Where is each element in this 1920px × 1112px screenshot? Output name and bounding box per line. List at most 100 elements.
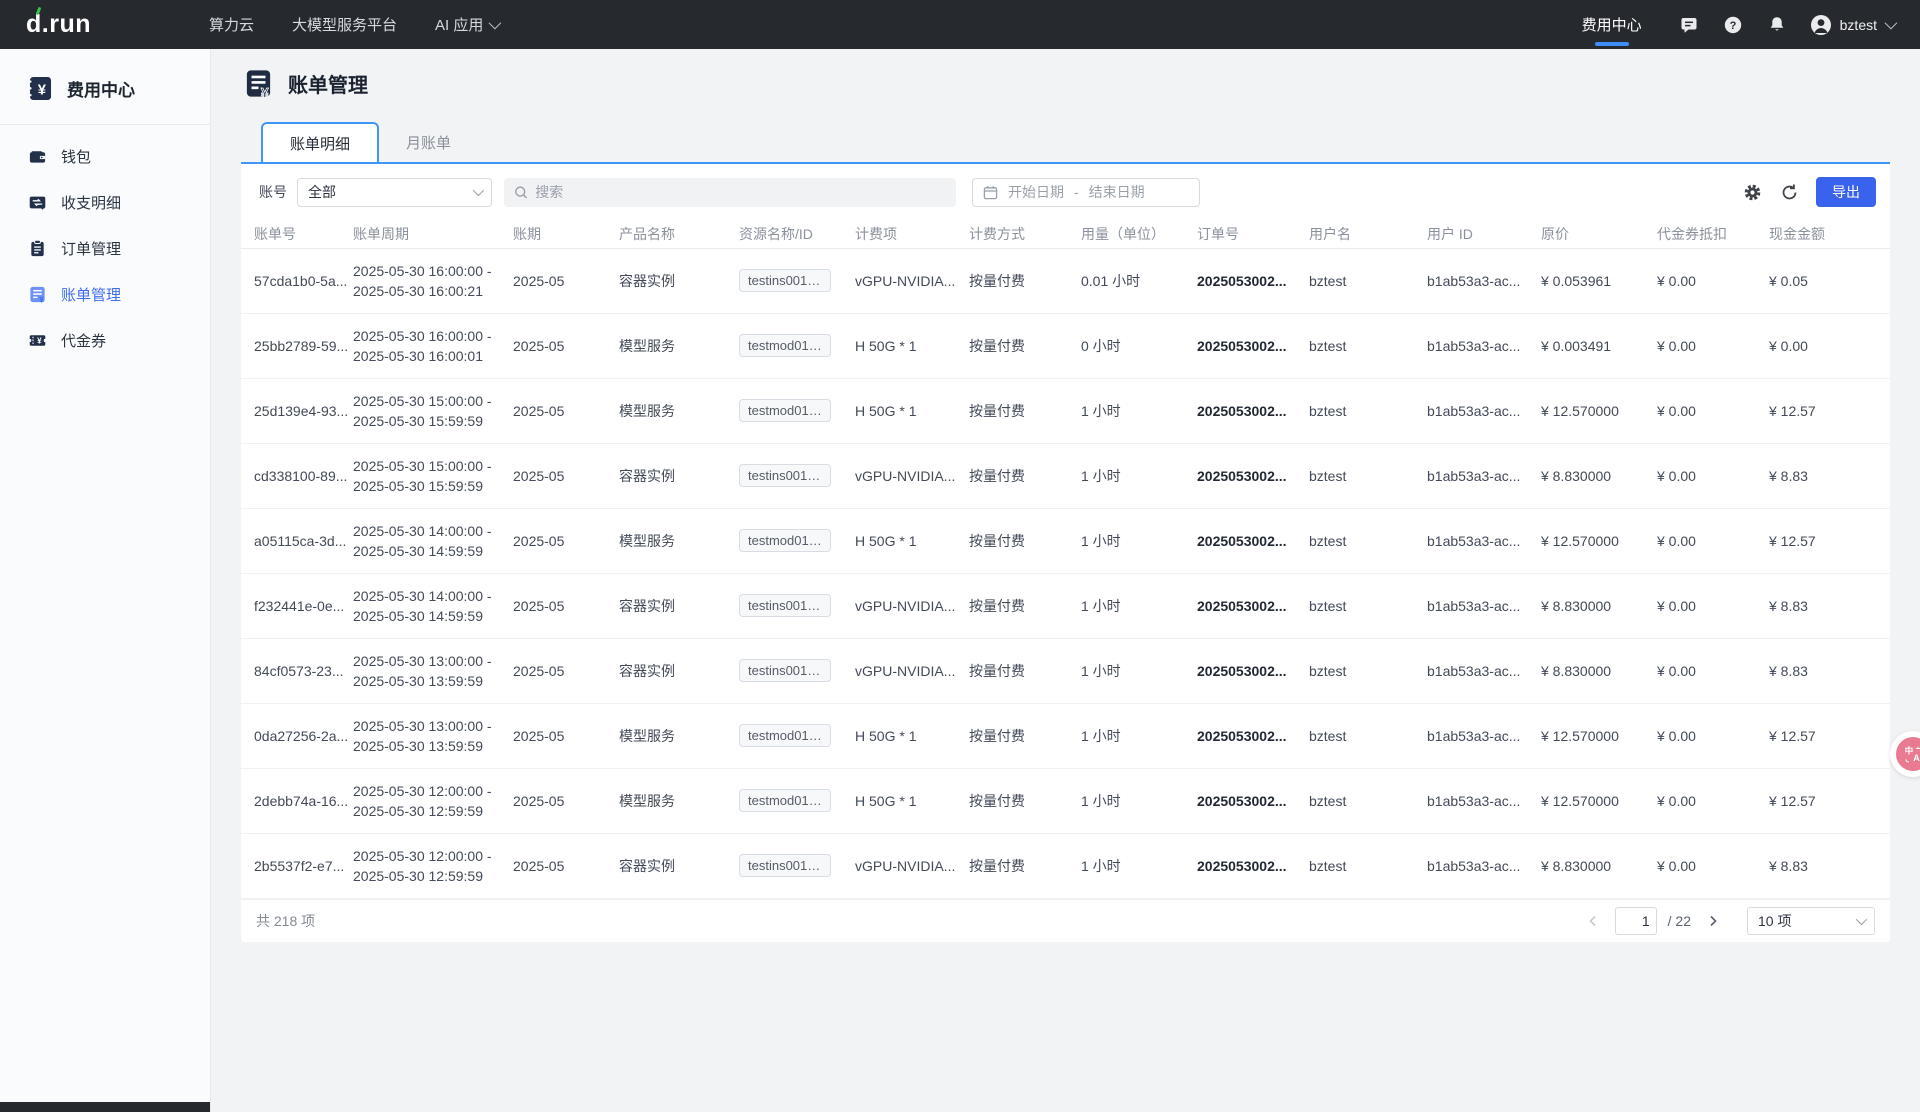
table-row: 84cf0573-23... 2025-05-30 13:00:00 - 202… — [241, 638, 1890, 703]
cell-user-id: b1ab53a3-ac... — [1427, 768, 1541, 833]
divider — [0, 124, 210, 125]
cell-user-id: b1ab53a3-ac... — [1427, 573, 1541, 638]
col-billing-item: 计费项 — [855, 220, 969, 248]
prev-page-icon[interactable] — [1582, 910, 1604, 932]
cell-bill-period: 2025-05-30 13:00:00 - 2025-05-30 13:59:5… — [353, 703, 513, 768]
cell-usage: 0.01 小时 — [1081, 248, 1197, 313]
bell-icon[interactable] — [1766, 14, 1788, 36]
translate-icon: 中A — [1896, 737, 1920, 771]
table-row: 0da27256-2a... 2025-05-30 13:00:00 - 202… — [241, 703, 1890, 768]
cell-bill-period: 2025-05-30 16:00:00 - 2025-05-30 16:00:0… — [353, 313, 513, 378]
cell-user-id: b1ab53a3-ac... — [1427, 313, 1541, 378]
cell-billing-method: 按量付费 — [969, 313, 1081, 378]
svg-text:¥: ¥ — [41, 203, 45, 211]
cell-billing-item: H 50G * 1 — [855, 508, 969, 573]
translate-button[interactable]: 中A — [1890, 731, 1920, 777]
total-count: 共 218 项 — [256, 911, 315, 931]
sidebar-title: 费用中心 — [67, 76, 135, 101]
col-user-id: 用户 ID — [1427, 220, 1541, 248]
nav-item-ai-apps[interactable]: AI 应用 — [435, 14, 498, 35]
main-content: ¥ 账单管理 账单明细 月账单 账号 全部 开始日期 — [211, 49, 1920, 1112]
cell-product: 模型服务 — [619, 768, 739, 833]
cell-bill-period: 2025-05-30 15:00:00 - 2025-05-30 15:59:5… — [353, 378, 513, 443]
chevron-down-icon — [489, 17, 502, 30]
nav-item-llm-platform[interactable]: 大模型服务平台 — [292, 14, 397, 35]
sidebar-item-orders[interactable]: 订单管理 — [0, 225, 210, 271]
resource-tag: testmod01:3... — [739, 789, 831, 812]
sidebar-item-wallet[interactable]: 钱包 — [0, 133, 210, 179]
sidebar-item-bills[interactable]: ¥ 账单管理 — [0, 271, 210, 317]
cell-resource: testins001:in... — [739, 248, 855, 313]
cell-cash-amount: ¥ 8.83 — [1769, 833, 1890, 898]
cell-billing-method: 按量付费 — [969, 768, 1081, 833]
refresh-icon[interactable] — [1779, 182, 1799, 202]
wallet-icon — [28, 147, 47, 166]
help-icon[interactable]: ? — [1722, 14, 1744, 36]
svg-text:¥: ¥ — [39, 295, 44, 303]
tab-monthly-bill[interactable]: 月账单 — [379, 122, 478, 162]
date-end-placeholder: 结束日期 — [1089, 182, 1145, 202]
col-voucher-deduction: 代金券抵扣 — [1657, 220, 1769, 248]
user-menu[interactable]: bztest — [1810, 14, 1894, 36]
sidebar-item-label: 钱包 — [61, 146, 91, 167]
cell-bill-period: 2025-05-30 13:00:00 - 2025-05-30 13:59:5… — [353, 638, 513, 703]
cell-bill-period: 2025-05-30 14:00:00 - 2025-05-30 14:59:5… — [353, 573, 513, 638]
cell-bill-month: 2025-05 — [513, 573, 619, 638]
cell-bill-month: 2025-05 — [513, 378, 619, 443]
cell-bill-id: 2debb74a-16... — [241, 768, 353, 833]
cell-bill-id: 25d139e4-93... — [241, 378, 353, 443]
cell-usage: 1 小时 — [1081, 508, 1197, 573]
col-bill-id: 账单号 — [241, 220, 353, 248]
svg-text:A: A — [1913, 753, 1920, 763]
nav-item-billing-center[interactable]: 费用中心 — [1582, 0, 1642, 49]
search-input[interactable] — [535, 184, 946, 200]
cell-bill-month: 2025-05 — [513, 248, 619, 313]
cell-user: bztest — [1309, 703, 1427, 768]
cell-voucher-deduction: ¥ 0.00 — [1657, 508, 1769, 573]
cell-order-no: 2025053002... — [1197, 638, 1309, 703]
cell-billing-item: H 50G * 1 — [855, 378, 969, 443]
cell-bill-period: 2025-05-30 12:00:00 - 2025-05-30 12:59:5… — [353, 768, 513, 833]
cell-voucher-deduction: ¥ 0.00 — [1657, 768, 1769, 833]
cell-product: 容器实例 — [619, 573, 739, 638]
sidebar-item-transactions[interactable]: ¥ 收支明细 — [0, 179, 210, 225]
logo[interactable]: d.run — [26, 10, 91, 39]
sidebar-item-vouchers[interactable]: ¥ 代金券 — [0, 317, 210, 363]
cell-original-price: ¥ 12.570000 — [1541, 378, 1657, 443]
page-number-input[interactable] — [1615, 907, 1657, 935]
nav-item-compute-cloud[interactable]: 算力云 — [209, 14, 254, 35]
cell-user: bztest — [1309, 313, 1427, 378]
search-box[interactable] — [504, 178, 956, 207]
bill-card: 账号 全部 开始日期 - 结束日期 — [241, 164, 1890, 942]
cell-cash-amount: ¥ 8.83 — [1769, 573, 1890, 638]
col-usage: 用量（单位） — [1081, 220, 1197, 248]
sidebar-item-label: 账单管理 — [61, 284, 121, 305]
cell-bill-month: 2025-05 — [513, 508, 619, 573]
cell-resource: testins001:in... — [739, 833, 855, 898]
account-select[interactable]: 全部 — [297, 178, 492, 207]
bill-table-body: 57cda1b0-5a... 2025-05-30 16:00:00 - 202… — [241, 248, 1890, 898]
gear-icon[interactable] — [1742, 182, 1762, 202]
cell-billing-method: 按量付费 — [969, 833, 1081, 898]
filter-bar: 账号 全部 开始日期 - 结束日期 — [241, 164, 1890, 220]
sidebar-collapse-bar[interactable] — [0, 1102, 210, 1112]
page-size-select[interactable]: 10 项 — [1747, 907, 1875, 935]
cell-original-price: ¥ 8.830000 — [1541, 833, 1657, 898]
next-page-icon[interactable] — [1702, 910, 1724, 932]
date-range-picker[interactable]: 开始日期 - 结束日期 — [972, 178, 1200, 207]
orders-icon — [28, 239, 47, 258]
cell-voucher-deduction: ¥ 0.00 — [1657, 378, 1769, 443]
tab-bill-details[interactable]: 账单明细 — [261, 122, 379, 162]
cell-resource: testins001:in... — [739, 638, 855, 703]
cell-cash-amount: ¥ 12.57 — [1769, 508, 1890, 573]
cell-usage: 0 小时 — [1081, 313, 1197, 378]
cell-order-no: 2025053002... — [1197, 703, 1309, 768]
export-button[interactable]: 导出 — [1816, 177, 1876, 207]
cell-product: 容器实例 — [619, 248, 739, 313]
bill-management-icon: ¥ — [243, 68, 274, 99]
resource-tag: testmod01:3... — [739, 529, 831, 552]
cell-user-id: b1ab53a3-ac... — [1427, 443, 1541, 508]
cell-bill-id: 2b5537f2-e7... — [241, 833, 353, 898]
message-icon[interactable] — [1678, 14, 1700, 36]
cell-voucher-deduction: ¥ 0.00 — [1657, 248, 1769, 313]
